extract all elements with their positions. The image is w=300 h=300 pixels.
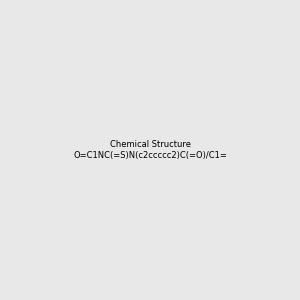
Text: Chemical Structure
O=C1NC(=S)N(c2ccccc2)C(=O)/C1=: Chemical Structure O=C1NC(=S)N(c2ccccc2)… <box>73 140 227 160</box>
